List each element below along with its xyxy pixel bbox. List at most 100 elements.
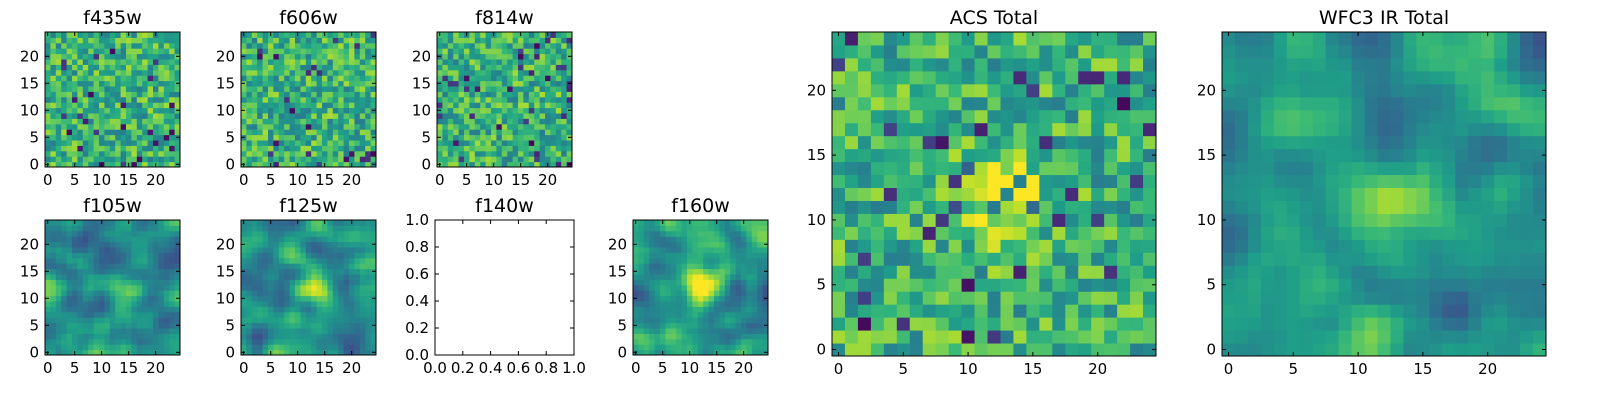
heatmap-cell [550,53,557,60]
heatmap-cell [751,333,758,340]
heatmap-cell [349,225,355,232]
heatmap-cell [948,343,963,357]
heatmap-cell [566,37,573,44]
heatmap-cell [528,113,535,119]
heatmap-cell [55,80,62,87]
x-tick-label: 0 [43,171,53,189]
heatmap-cell [322,338,328,345]
heatmap-cell [50,295,57,302]
heatmap-cell [338,80,345,87]
heatmap-cell [278,306,285,313]
heatmap-cell [289,263,296,270]
heatmap-cell [126,113,132,119]
heatmap-cell [724,295,731,302]
heatmap-cell [273,113,280,119]
heatmap-cell [1000,291,1014,305]
heatmap-cell [1143,304,1157,318]
heatmap-cell [305,102,312,109]
y-tick-label: 20 [608,235,627,253]
y-tick-label: 15 [412,74,431,92]
heatmap-cell [104,123,111,130]
x-tick-label: 10 [959,360,978,378]
heatmap-cell [474,37,481,44]
heatmap-cell [697,301,704,307]
heatmap-cell [1286,200,1301,214]
heatmap-cell [561,134,568,141]
heatmap-cell [120,257,127,264]
heatmap-cell [338,156,345,163]
heatmap-cell [163,86,170,92]
heatmap-cell [126,322,132,329]
heatmap-cell [935,226,950,240]
heatmap-cell [262,252,269,259]
heatmap-cell [327,322,334,329]
heatmap-cell [359,75,366,82]
heatmap-cell [832,239,846,253]
heatmap-cell [115,274,122,280]
heatmap-cell [370,344,377,351]
heatmap-cell [633,247,639,253]
heatmap-cell [99,257,105,264]
heatmap-cell [1065,135,1079,150]
heatmap-cell [332,349,339,356]
heatmap-cell [1494,252,1508,266]
panel-title: f606w [279,7,338,29]
heatmap-cell [730,338,737,345]
heatmap-cell [1052,278,1066,292]
heatmap-cell [961,187,976,201]
heatmap-cell [278,230,285,237]
heatmap-cell [284,75,291,82]
heatmap-cell [480,113,487,119]
heatmap-cell [751,349,758,356]
heatmap-cell [1260,343,1275,357]
heatmap-cell [50,140,57,146]
heatmap-cell [311,268,318,275]
heatmap-cell [246,306,253,313]
heatmap-cell [343,241,350,248]
heatmap-cell [77,75,84,82]
heatmap-cell [724,349,731,356]
heatmap-cell [496,96,503,103]
heatmap-cell [332,333,339,340]
heatmap-cell [638,263,645,270]
heatmap-cell [518,37,524,44]
heatmap-cell [447,80,454,87]
heatmap-cell [633,257,639,264]
heatmap-cell [241,236,247,243]
heatmap-cell [295,150,301,157]
heatmap-cell [1364,304,1379,318]
heatmap-cell [883,213,898,227]
heatmap-cell [136,123,143,130]
heatmap-cell [649,252,656,259]
heatmap-cell [241,42,247,49]
heatmap-cell [550,156,557,163]
heatmap-cell [1403,343,1417,357]
heatmap-cell [1377,304,1391,318]
heatmap-cell [1052,135,1066,150]
heatmap-cell [93,96,100,103]
heatmap-cell [311,69,318,76]
heatmap-cell [974,330,989,344]
heatmap-cell [1104,109,1118,124]
heatmap-cell [1442,252,1456,266]
heatmap-cell [643,263,650,270]
heatmap-cell [1065,83,1079,98]
heatmap-cell [311,290,318,297]
heatmap-cell [1377,226,1391,240]
heatmap-cell [523,150,530,157]
heatmap-cell [762,247,769,253]
heatmap-cell [555,129,562,136]
heatmap-cell [512,161,519,168]
heatmap-cell [153,322,159,329]
heatmap-cell [45,290,51,297]
heatmap-cell [961,122,976,137]
heatmap-cell [316,107,323,114]
heatmap-cell [169,140,176,146]
heatmap-cell [458,48,465,55]
heatmap-cell [670,295,677,302]
heatmap-cell [142,32,149,38]
heatmap-cell [1533,343,1547,357]
heatmap-cell [832,278,846,292]
heatmap-cell [163,140,170,146]
heatmap-cell [442,107,449,114]
